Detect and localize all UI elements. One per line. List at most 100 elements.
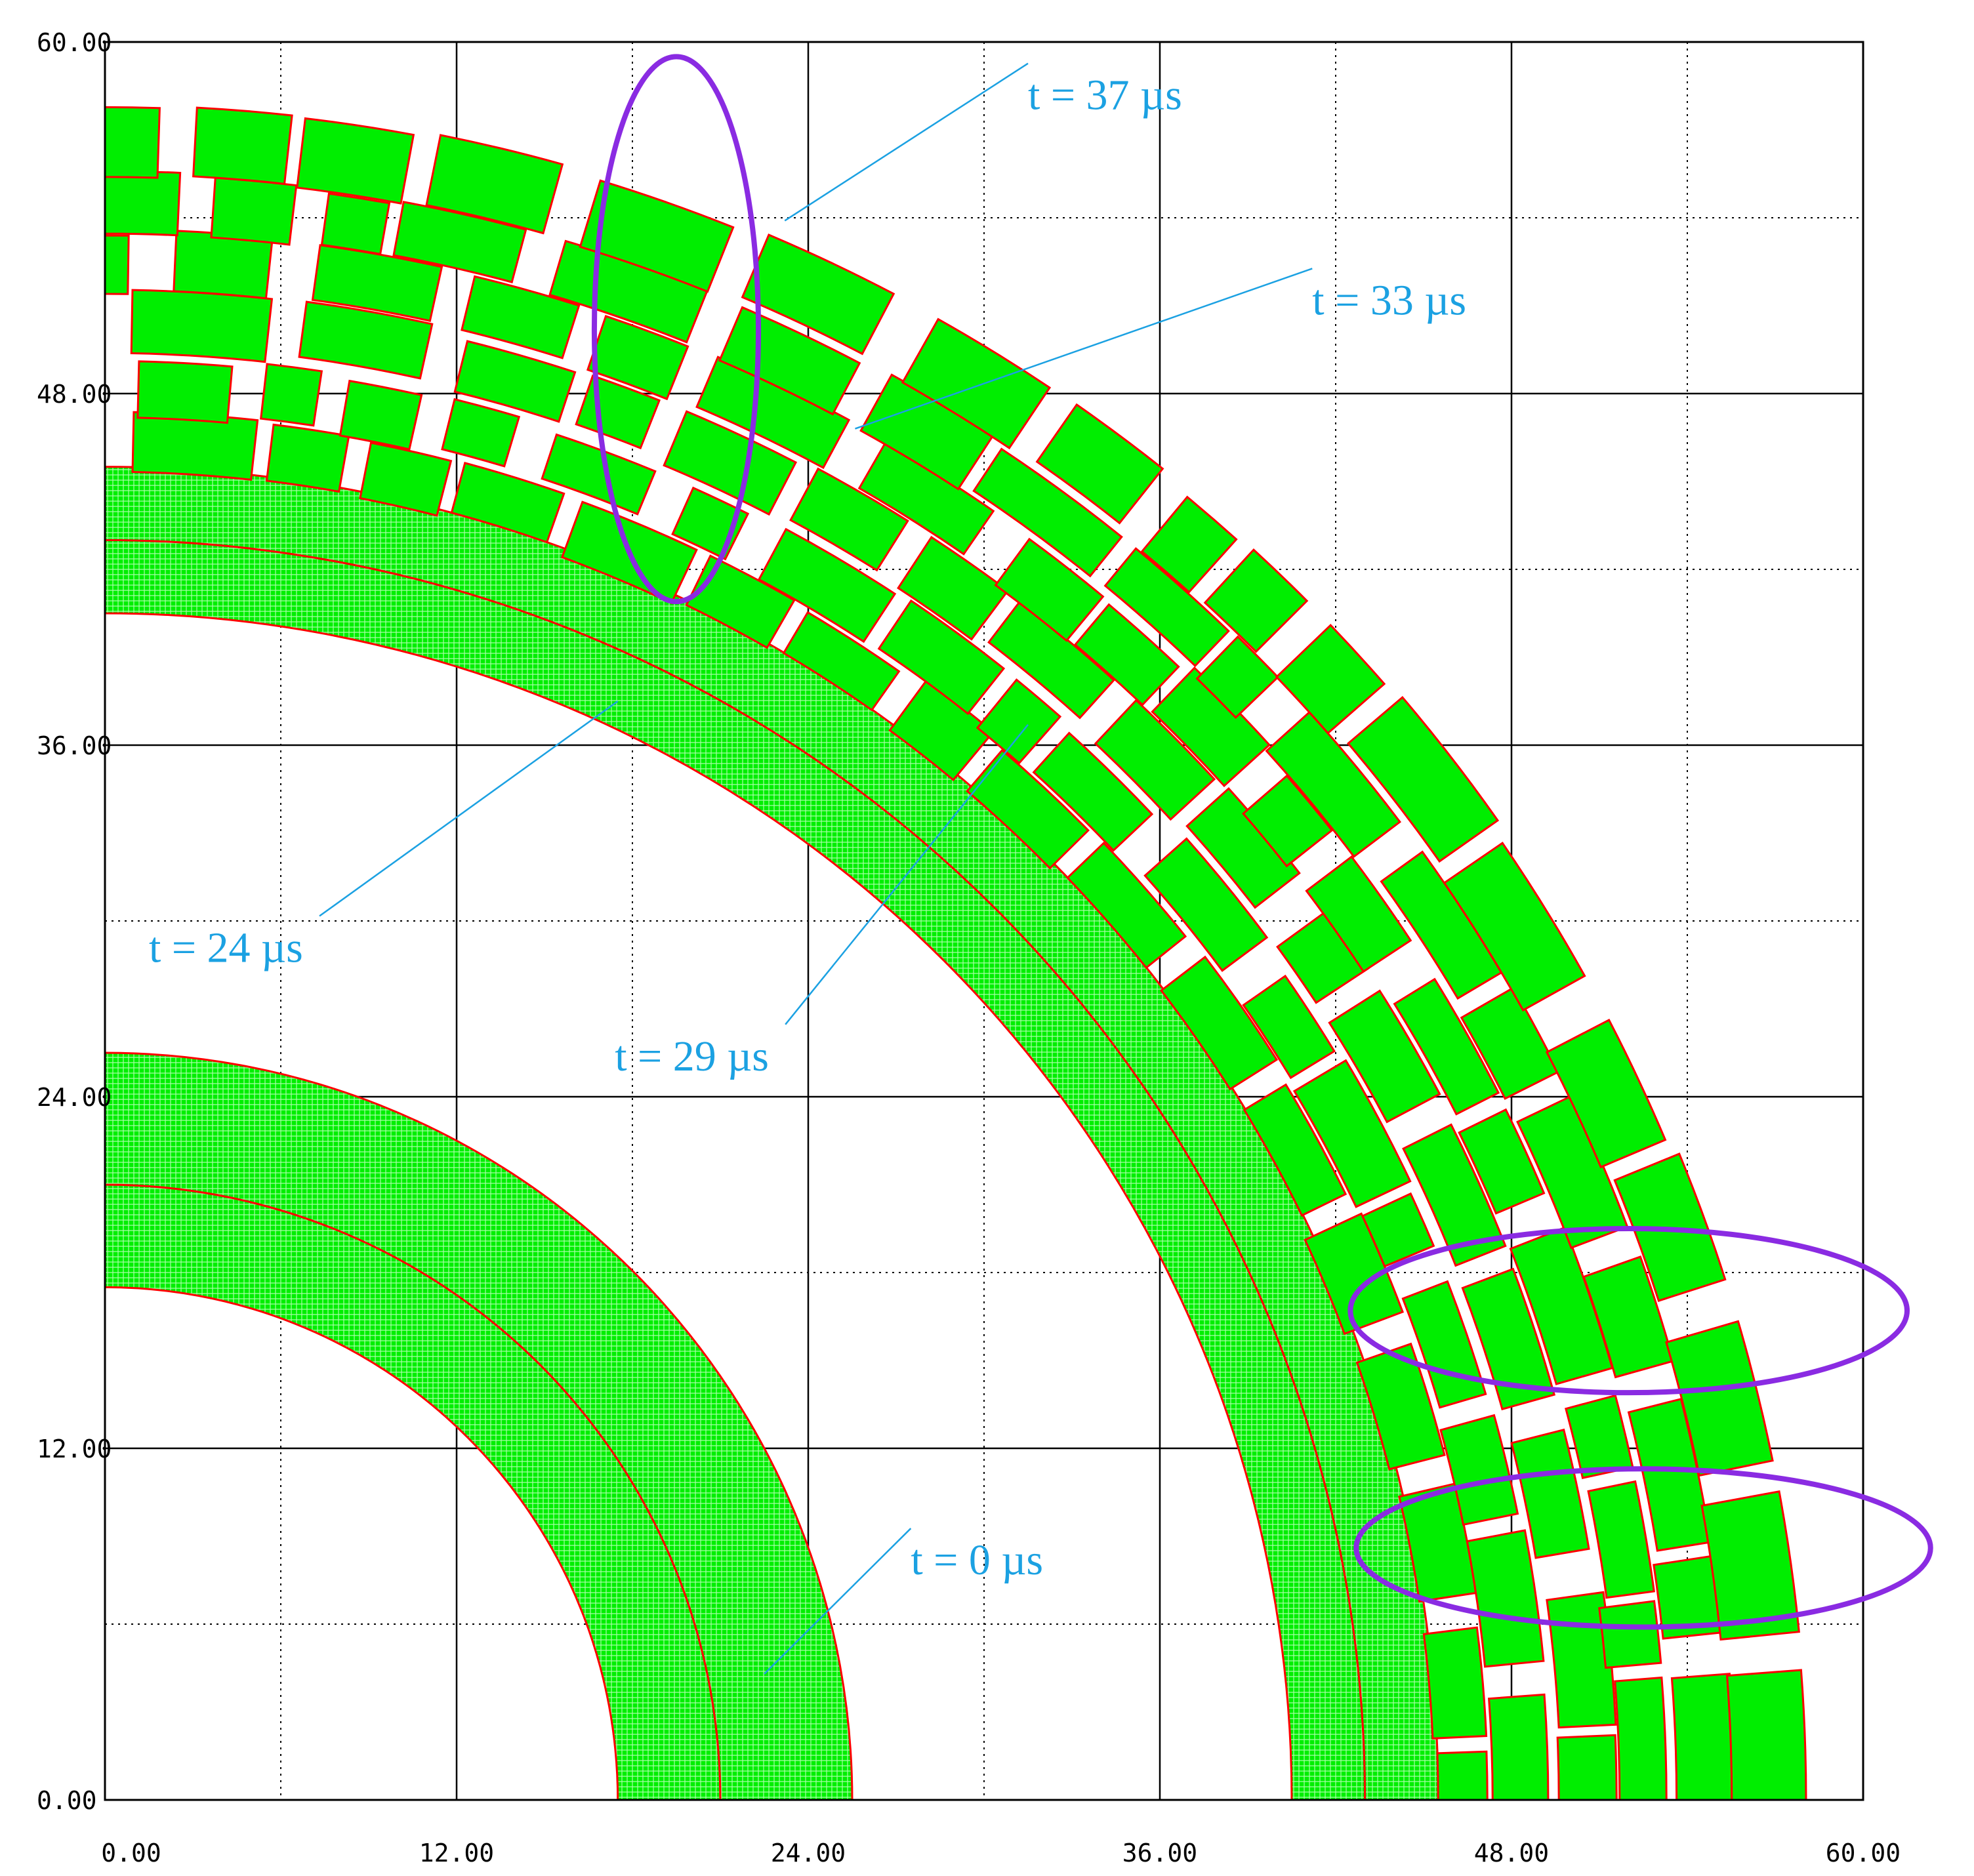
shell-fragment xyxy=(392,201,527,283)
shell-fragment xyxy=(359,441,453,517)
x-tick-label: 48.00 xyxy=(1474,1839,1549,1867)
shell-fragment xyxy=(1103,547,1230,668)
x-tick-label: 24.00 xyxy=(771,1839,846,1867)
shell-fragment xyxy=(541,433,657,516)
shell-fragment xyxy=(1545,1018,1667,1169)
shell-fragment xyxy=(339,379,423,451)
annotation-label: t = 0 µs xyxy=(911,1536,1043,1584)
shell-fragment xyxy=(192,106,293,185)
shell-fragment xyxy=(131,411,259,481)
shell-fragment xyxy=(1670,1673,1736,1800)
y-tick-label: 36.00 xyxy=(37,731,112,760)
shell-fragment xyxy=(453,340,577,423)
shell-fragment xyxy=(105,234,130,295)
shell-series xyxy=(105,230,1668,1800)
shell-fragment xyxy=(260,363,323,427)
shell-fragment xyxy=(1436,1750,1489,1800)
shell-fragment xyxy=(976,678,1062,765)
shell-fragment xyxy=(586,315,689,401)
shell-fragment xyxy=(298,300,434,380)
shell-fragment xyxy=(425,134,564,235)
shell-fragment xyxy=(1035,403,1164,525)
shell-fragment xyxy=(972,447,1123,578)
shell-fragment xyxy=(1461,1267,1556,1411)
shell-fragment xyxy=(1582,1255,1675,1379)
x-tick-label: 60.00 xyxy=(1826,1839,1901,1867)
annotations: t = 37 µs t = 33 µs t = 24 µs t = 29 µs t = … xyxy=(149,62,1466,1675)
shell-fragment xyxy=(461,275,581,359)
shell-fragment xyxy=(210,176,298,246)
y-tick-label: 24.00 xyxy=(37,1083,112,1112)
shell-series xyxy=(131,360,1550,1800)
shell-fragment xyxy=(1361,1192,1435,1268)
shell-fragment xyxy=(320,192,391,256)
shell-fragment xyxy=(663,410,798,516)
shell-fragment xyxy=(1143,837,1269,972)
shell-fragment xyxy=(136,360,234,424)
shell-fragment xyxy=(1422,1626,1488,1740)
y-tick-label: 60.00 xyxy=(37,28,112,57)
tick-labels: 0.00 12.00 24.00 36.00 48.00 60.00 0.00 12.00 24… xyxy=(37,28,1901,1867)
shell-fragment xyxy=(1241,774,1334,868)
shell-fragment xyxy=(1195,635,1280,720)
shell-fragment xyxy=(888,678,995,782)
shell-fragment xyxy=(901,317,1052,450)
shell-fragment xyxy=(1458,1108,1546,1215)
shell-fragments xyxy=(105,106,1807,1800)
shell-fragment xyxy=(1094,699,1216,821)
shell-fragment xyxy=(579,179,735,293)
x-tick-label: 0.00 xyxy=(101,1839,161,1867)
shell-fragment xyxy=(1304,1212,1405,1336)
y-tick-label: 0.00 xyxy=(37,1786,97,1815)
shell-fragment xyxy=(1160,955,1279,1091)
shell-fragment xyxy=(1439,1414,1519,1526)
plot-border xyxy=(104,41,1864,1801)
shell-fragment xyxy=(877,599,1006,716)
shell-layer-band xyxy=(105,1051,853,1800)
annotation-label: t = 33 µs xyxy=(1312,276,1466,324)
annotation-leader-line xyxy=(319,700,619,917)
shell-fragment xyxy=(450,462,565,544)
shell-fragment xyxy=(1292,1059,1412,1208)
shell-fragment xyxy=(987,600,1116,720)
annotation-leader-line xyxy=(855,268,1313,430)
shell-fragment xyxy=(782,611,901,712)
plot-frame xyxy=(104,41,1864,1801)
shell-fragment xyxy=(897,535,1010,641)
shell-fragment xyxy=(718,306,861,416)
shell-fragment xyxy=(1243,1083,1347,1217)
shell-fragment xyxy=(757,527,897,643)
shell-fragment xyxy=(105,106,161,179)
shell-fragment xyxy=(1328,989,1441,1124)
shell-fragment xyxy=(1275,623,1386,735)
annotation-label: t = 29 µs xyxy=(615,1032,769,1080)
shell-fragment xyxy=(1151,666,1271,788)
x-tick-label: 12.00 xyxy=(419,1839,494,1867)
shell-fragment xyxy=(994,537,1105,642)
shell-fragment xyxy=(1443,842,1586,1012)
shell-fragment xyxy=(1725,1669,1807,1800)
annotation-leader-line xyxy=(764,1528,912,1675)
x-tick-label: 36.00 xyxy=(1122,1839,1197,1867)
shell-fragment xyxy=(789,467,909,572)
shell-fragment xyxy=(1355,1342,1446,1471)
highlight-ellipse xyxy=(1347,1226,1910,1396)
shell-fragment xyxy=(1516,1094,1629,1250)
shell-fragment xyxy=(1305,855,1412,973)
y-tick-label: 48.00 xyxy=(37,380,112,409)
shell-series xyxy=(105,1051,853,1800)
shell-fragment xyxy=(296,117,415,205)
shell-fragment xyxy=(1066,842,1187,969)
shell-fragment xyxy=(311,244,443,322)
shell-fragment xyxy=(1032,731,1154,852)
shell-fragment xyxy=(1073,603,1180,706)
shell-fragment xyxy=(105,170,182,237)
shell-fragment xyxy=(1466,1529,1545,1668)
shell-fragment xyxy=(1242,974,1336,1080)
highlight-ellipse xyxy=(1353,1466,1933,1630)
shell-fragment xyxy=(1460,986,1560,1100)
shell-fragment xyxy=(1393,977,1500,1116)
shell-fragment xyxy=(265,423,350,493)
shell-series xyxy=(105,106,1807,1800)
